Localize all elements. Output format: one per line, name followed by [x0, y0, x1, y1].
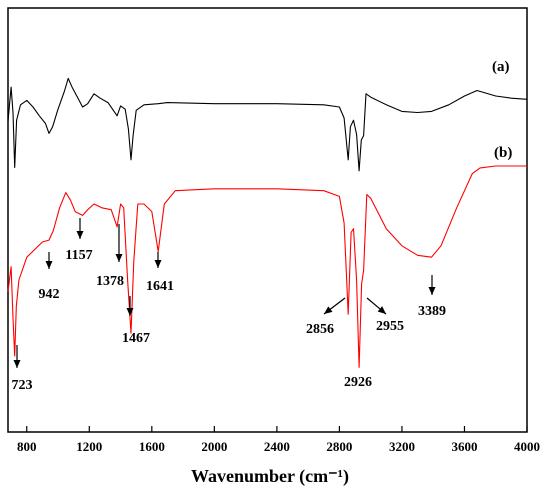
annotation-arrow	[76, 218, 84, 239]
x-axis-title: Wavenumber (cm⁻¹)	[191, 466, 349, 487]
annotation-arrow	[366, 297, 387, 315]
x-tick-label: 3200	[389, 439, 415, 454]
annotation-arrow	[13, 345, 21, 368]
series-layer	[7, 77, 528, 368]
x-tick-label: 4000	[514, 439, 540, 454]
annotation-arrow	[115, 224, 123, 262]
peak-label: 3389	[418, 304, 446, 319]
peak-label: 1378	[96, 274, 124, 289]
x-tick-label: 2400	[264, 439, 290, 454]
x-tick-label: 1600	[139, 439, 165, 454]
series-label-a: (a)	[492, 59, 510, 75]
series-label-b: (b)	[494, 145, 512, 161]
peak-label: 2926	[344, 375, 372, 390]
plot-frame	[7, 7, 528, 433]
annotation-arrow	[154, 252, 162, 268]
x-tick-label: 1200	[76, 439, 102, 454]
annotations: 723 942 1157 1378 1467 1641 2856 2926 2955 3389	[12, 218, 446, 393]
annotation-arrow	[323, 297, 346, 315]
peak-label: 942	[39, 287, 60, 302]
annotation-arrow	[45, 252, 53, 269]
x-ticks: 800 1200 1600 2000 2400 2800 3200 3600 4000	[17, 426, 540, 454]
x-tick-label: 2800	[326, 439, 352, 454]
x-tick-label: 2000	[201, 439, 227, 454]
annotation-arrow	[428, 275, 436, 295]
series-line-a	[7, 77, 528, 172]
peak-label: 2955	[376, 319, 404, 334]
peak-label: 1641	[146, 279, 174, 294]
annotation-arrow	[126, 296, 134, 316]
x-tick-label: 3600	[451, 439, 477, 454]
peak-label: 723	[12, 378, 33, 393]
peak-label: 2856	[306, 322, 334, 337]
series-line-b	[7, 165, 527, 368]
peak-label: 1157	[65, 248, 92, 263]
peak-label: 1467	[122, 331, 150, 346]
x-tick-label: 800	[17, 439, 37, 454]
